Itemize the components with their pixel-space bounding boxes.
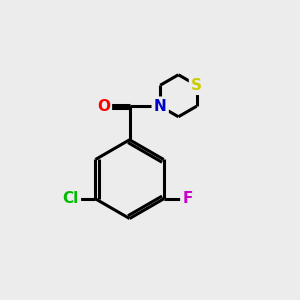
Text: N: N — [154, 99, 167, 114]
Text: O: O — [97, 99, 110, 114]
Text: F: F — [182, 191, 193, 206]
Text: Cl: Cl — [63, 191, 79, 206]
Text: S: S — [191, 78, 202, 93]
